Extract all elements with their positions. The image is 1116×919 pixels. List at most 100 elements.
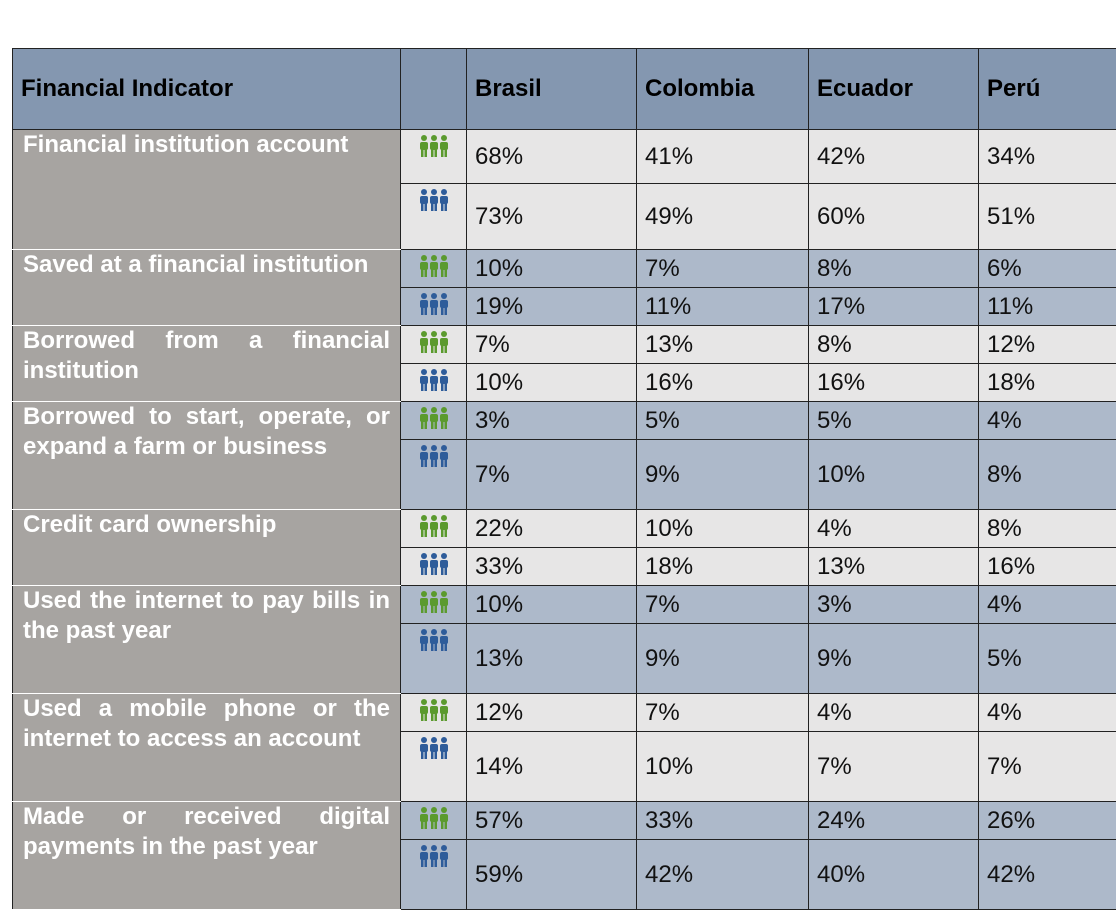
value-cell: 4% bbox=[978, 693, 1116, 732]
data-row: 73% 49% 60% 51% bbox=[13, 183, 1116, 250]
value-cell: 16% bbox=[636, 363, 809, 402]
value-cell: 18% bbox=[636, 547, 809, 586]
icon-cell bbox=[400, 693, 467, 732]
value-cell: 8% bbox=[808, 325, 979, 364]
value-cell: 4% bbox=[978, 401, 1116, 440]
indicator-cell: Borrowed from a financial institution bbox=[12, 325, 401, 402]
icon-cell bbox=[400, 509, 467, 548]
icon-cell bbox=[400, 183, 467, 250]
value-cell: 33% bbox=[466, 547, 637, 586]
value-cell: 19% bbox=[466, 287, 637, 326]
indicator-cell: Saved at a financial institution bbox=[12, 249, 401, 326]
data-row: 33% 18% 13% 16% bbox=[13, 547, 1116, 586]
value-cell: 12% bbox=[978, 325, 1116, 364]
value-cell: 12% bbox=[466, 693, 637, 732]
header-cell: Financial Indicator bbox=[12, 48, 401, 130]
value-cell: 7% bbox=[808, 731, 979, 802]
people-icon bbox=[419, 699, 448, 721]
value-cell: 3% bbox=[808, 585, 979, 624]
value-cell: 73% bbox=[466, 183, 637, 250]
icon-cell bbox=[400, 547, 467, 586]
value-cell: 59% bbox=[466, 839, 637, 910]
icon-cell bbox=[400, 363, 467, 402]
header-row: Financial Indicator Brasil Colombia Ecua… bbox=[12, 48, 1116, 130]
value-cell: 26% bbox=[978, 801, 1116, 840]
data-row: Made or received digital payments in the… bbox=[12, 801, 1116, 910]
value-cell: 7% bbox=[636, 249, 809, 288]
value-cell: 8% bbox=[978, 439, 1116, 510]
people-icon bbox=[419, 629, 448, 651]
value-cell: 7% bbox=[466, 439, 637, 510]
people-icon bbox=[419, 515, 448, 537]
icon-cell bbox=[400, 623, 467, 694]
data-row: 14% 10% 7% 7% bbox=[13, 731, 1116, 802]
value-cell: 34% bbox=[978, 129, 1116, 184]
value-cell: 4% bbox=[808, 509, 979, 548]
data-row: 59% 42% 40% 42% bbox=[13, 839, 1116, 910]
value-cell: 7% bbox=[636, 693, 809, 732]
header-cell: Perú bbox=[978, 48, 1116, 130]
value-cell: 8% bbox=[808, 249, 979, 288]
value-cell: 7% bbox=[636, 585, 809, 624]
people-icon bbox=[419, 553, 448, 575]
value-cell: 11% bbox=[636, 287, 809, 326]
value-cell: 7% bbox=[466, 325, 637, 364]
indicator-table: Financial Indicator Brasil Colombia Ecua… bbox=[12, 48, 1116, 910]
value-cell: 18% bbox=[978, 363, 1116, 402]
people-icon bbox=[419, 293, 448, 315]
value-cell: 14% bbox=[466, 731, 637, 802]
people-icon bbox=[419, 331, 448, 353]
value-cell: 42% bbox=[808, 129, 979, 184]
value-cell: 6% bbox=[978, 249, 1116, 288]
value-cell: 41% bbox=[636, 129, 809, 184]
value-cell: 10% bbox=[466, 249, 637, 288]
icon-cell bbox=[400, 129, 467, 184]
value-cell: 10% bbox=[466, 363, 637, 402]
value-cell: 68% bbox=[466, 129, 637, 184]
indicator-cell: Made or received digital payments in the… bbox=[12, 801, 401, 910]
value-cell: 13% bbox=[808, 547, 979, 586]
data-row: 10% 16% 16% 18% bbox=[13, 363, 1116, 402]
people-icon bbox=[419, 255, 448, 277]
icon-cell bbox=[400, 401, 467, 440]
indicator-cell: Borrowed to start, operate, or expand a … bbox=[12, 401, 401, 510]
value-cell: 10% bbox=[636, 731, 809, 802]
data-row: Credit card ownership 22% 10% 4% 8% bbox=[12, 509, 1116, 586]
header-cell: Colombia bbox=[636, 48, 809, 130]
icon-cell bbox=[400, 249, 467, 288]
table-body: Financial institution account 68% 41% 42% 34… bbox=[12, 129, 1116, 910]
people-icon bbox=[419, 737, 448, 759]
value-cell: 3% bbox=[466, 401, 637, 440]
value-cell: 16% bbox=[978, 547, 1116, 586]
data-row: Financial institution account 68% 41% 42% 34… bbox=[12, 129, 1116, 250]
people-icon bbox=[419, 845, 448, 867]
value-cell: 42% bbox=[636, 839, 809, 910]
icon-cell bbox=[400, 585, 467, 624]
value-cell: 42% bbox=[978, 839, 1116, 910]
header-icon-cell bbox=[400, 48, 467, 130]
icon-cell bbox=[400, 839, 467, 910]
value-cell: 5% bbox=[978, 623, 1116, 694]
indicator-cell: Used the internet to pay bills in the pa… bbox=[12, 585, 401, 694]
value-cell: 51% bbox=[978, 183, 1116, 250]
people-icon bbox=[419, 807, 448, 829]
icon-cell bbox=[400, 439, 467, 510]
value-cell: 16% bbox=[808, 363, 979, 402]
value-cell: 9% bbox=[808, 623, 979, 694]
value-cell: 4% bbox=[808, 693, 979, 732]
value-cell: 60% bbox=[808, 183, 979, 250]
header-cell: Ecuador bbox=[808, 48, 979, 130]
icon-cell bbox=[400, 287, 467, 326]
value-cell: 13% bbox=[636, 325, 809, 364]
value-cell: 10% bbox=[636, 509, 809, 548]
icon-cell bbox=[400, 325, 467, 364]
data-row: Borrowed to start, operate, or expand a … bbox=[12, 401, 1116, 510]
value-cell: 33% bbox=[636, 801, 809, 840]
value-cell: 5% bbox=[636, 401, 809, 440]
data-row: Borrowed from a financial institution 7% 1… bbox=[12, 325, 1116, 402]
people-icon bbox=[419, 369, 448, 391]
indicator-cell: Used a mobile phone or the internet to a… bbox=[12, 693, 401, 802]
data-row: Saved at a financial institution 10% 7% 8% 6… bbox=[12, 249, 1116, 326]
indicator-cell: Financial institution account bbox=[12, 129, 401, 250]
value-cell: 9% bbox=[636, 623, 809, 694]
